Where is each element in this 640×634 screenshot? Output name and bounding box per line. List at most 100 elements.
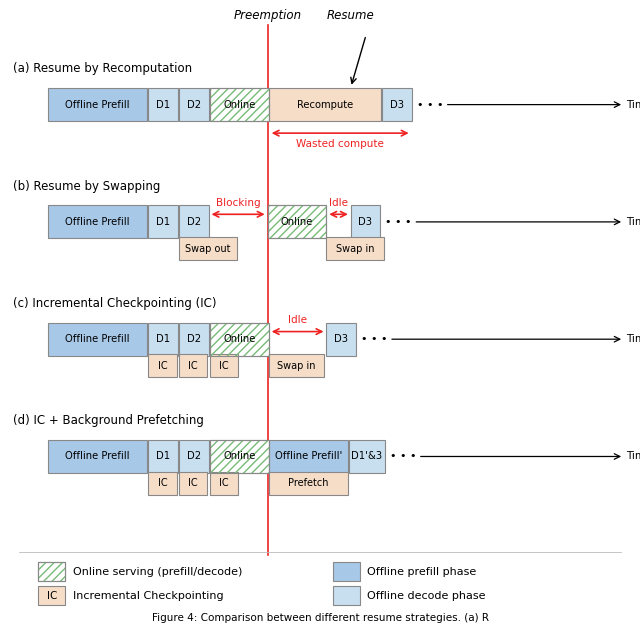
Text: (c) Incremental Checkpointing (IC): (c) Incremental Checkpointing (IC) [13, 297, 216, 310]
Text: Online: Online [223, 334, 255, 344]
Text: D3: D3 [358, 217, 372, 227]
Bar [210, 440, 269, 473]
Text: Resume: Resume [327, 9, 374, 22]
Text: Online: Online [223, 100, 255, 110]
Bar [326, 323, 356, 356]
Bar [268, 205, 326, 238]
Text: Offline Prefill': Offline Prefill' [275, 451, 342, 462]
Text: Time: Time [626, 100, 640, 110]
Text: Offline prefill phase: Offline prefill phase [367, 567, 477, 577]
Text: D1'&3: D1'&3 [351, 451, 383, 462]
Bar [48, 205, 147, 238]
Bar [269, 88, 381, 121]
Text: D1: D1 [156, 451, 170, 462]
Text: Offline decode phase: Offline decode phase [367, 591, 486, 601]
Bar [210, 440, 269, 473]
Text: (b) Resume by Swapping: (b) Resume by Swapping [13, 179, 160, 193]
Bar [382, 88, 412, 121]
Bar [148, 205, 178, 238]
Text: Prefetch: Prefetch [288, 478, 329, 488]
Text: Idle: Idle [329, 198, 348, 208]
Bar [210, 88, 269, 121]
Text: D3: D3 [334, 334, 348, 344]
Text: IC: IC [188, 361, 198, 371]
Bar [48, 88, 147, 121]
Text: • • •: • • • [417, 100, 443, 110]
Bar [351, 205, 380, 238]
Text: (d) IC + Background Prefetching: (d) IC + Background Prefetching [13, 414, 204, 427]
Bar [269, 440, 348, 473]
Bar [38, 562, 65, 581]
Text: D1: D1 [156, 334, 170, 344]
Text: IC: IC [157, 361, 168, 371]
Bar [179, 323, 209, 356]
Text: IC: IC [219, 361, 229, 371]
Bar [210, 354, 238, 377]
Bar [333, 562, 360, 581]
Bar [210, 88, 269, 121]
Text: • • •: • • • [361, 334, 387, 344]
Bar [48, 323, 147, 356]
Text: Offline Prefill: Offline Prefill [65, 100, 130, 110]
Bar [38, 586, 65, 605]
Text: Figure 4: Comparison between different resume strategies. (a) R: Figure 4: Comparison between different r… [152, 612, 488, 623]
Bar [148, 88, 178, 121]
Text: D2: D2 [187, 100, 201, 110]
Text: D3: D3 [390, 100, 404, 110]
Bar [148, 354, 177, 377]
Text: • • •: • • • [390, 451, 416, 462]
Text: Time: Time [626, 451, 640, 462]
Bar [210, 88, 269, 121]
Text: Incremental Checkpointing: Incremental Checkpointing [73, 591, 223, 601]
Text: Idle: Idle [288, 315, 307, 325]
Text: Online: Online [281, 217, 313, 227]
Text: Offline Prefill: Offline Prefill [65, 217, 130, 227]
Bar [349, 440, 385, 473]
Text: Swap out: Swap out [185, 243, 231, 254]
Bar [179, 354, 207, 377]
Text: Time: Time [626, 217, 640, 227]
Bar [210, 323, 269, 356]
Bar [210, 323, 269, 356]
Text: Preemption: Preemption [234, 9, 301, 22]
Bar [269, 472, 348, 495]
Text: D1: D1 [156, 100, 170, 110]
Bar [148, 472, 177, 495]
Text: Wasted compute: Wasted compute [296, 139, 384, 150]
Bar [326, 237, 384, 260]
Bar [210, 323, 269, 356]
Text: (a) Resume by Recomputation: (a) Resume by Recomputation [13, 62, 192, 75]
Bar [179, 237, 237, 260]
Text: D2: D2 [187, 217, 201, 227]
Bar [210, 472, 238, 495]
Text: • • •: • • • [385, 217, 412, 227]
Text: IC: IC [157, 478, 168, 488]
Bar [38, 562, 65, 581]
Text: D1: D1 [156, 217, 170, 227]
Text: Time: Time [626, 334, 640, 344]
Text: IC: IC [47, 591, 57, 601]
Bar [179, 472, 207, 495]
Bar [269, 354, 324, 377]
Text: Swap in: Swap in [277, 361, 316, 371]
Text: Offline Prefill: Offline Prefill [65, 334, 130, 344]
Bar [179, 205, 209, 238]
Bar [148, 323, 178, 356]
Bar [268, 205, 326, 238]
Text: Offline Prefill: Offline Prefill [65, 451, 130, 462]
Bar [38, 562, 65, 581]
Bar [148, 440, 178, 473]
Bar [333, 586, 360, 605]
Text: IC: IC [219, 478, 229, 488]
Text: Swap in: Swap in [336, 243, 374, 254]
Text: IC: IC [188, 478, 198, 488]
Text: Recompute: Recompute [297, 100, 353, 110]
Text: D2: D2 [187, 334, 201, 344]
Text: Blocking: Blocking [216, 198, 260, 208]
Bar [210, 440, 269, 473]
Bar [48, 440, 147, 473]
Text: Online serving (prefill/decode): Online serving (prefill/decode) [73, 567, 243, 577]
Text: Online: Online [223, 451, 255, 462]
Text: D2: D2 [187, 451, 201, 462]
Bar [179, 88, 209, 121]
